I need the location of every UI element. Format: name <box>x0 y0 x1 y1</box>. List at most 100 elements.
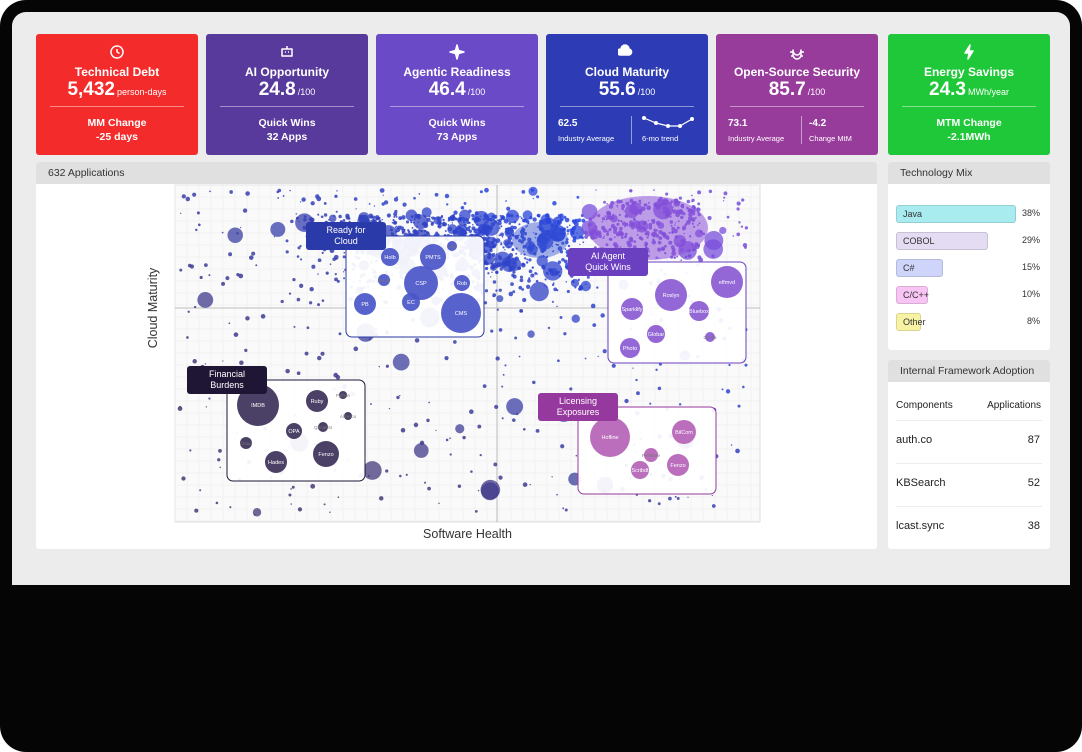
point <box>520 217 523 220</box>
mix-bar: C# <box>896 259 944 277</box>
app-label: Ruby <box>311 399 324 405</box>
point <box>462 221 465 223</box>
icon-shape <box>964 44 974 60</box>
point <box>477 489 480 492</box>
point <box>497 221 502 226</box>
icon-shape <box>618 44 633 56</box>
mix-percent: 10% <box>1021 289 1040 299</box>
divider <box>390 106 524 107</box>
point <box>372 219 375 222</box>
app-label: Logo <box>447 244 458 249</box>
point <box>444 230 447 232</box>
point <box>228 252 233 257</box>
point <box>559 250 564 254</box>
kpi-title: AI Opportunity <box>245 65 329 79</box>
point <box>566 226 569 229</box>
point <box>522 427 526 431</box>
point <box>460 206 465 210</box>
point <box>689 255 692 257</box>
point <box>606 202 608 205</box>
point <box>398 216 402 220</box>
point <box>686 199 691 204</box>
point <box>529 281 549 302</box>
point <box>707 215 712 221</box>
point <box>557 244 560 247</box>
point <box>317 355 322 361</box>
point <box>296 255 300 258</box>
point <box>181 194 186 199</box>
point <box>390 229 393 232</box>
point <box>421 207 432 218</box>
point <box>395 230 398 233</box>
point <box>696 207 699 210</box>
point <box>572 226 577 231</box>
point <box>557 359 560 363</box>
callout-label: AI Agent Quick Wins <box>585 251 631 272</box>
icon-shape <box>790 49 804 60</box>
point <box>655 368 658 371</box>
point <box>449 453 452 456</box>
point <box>518 223 521 226</box>
point <box>245 191 250 196</box>
point <box>431 216 435 220</box>
point <box>293 325 296 328</box>
point <box>479 190 483 194</box>
point <box>413 196 416 200</box>
point <box>299 201 302 203</box>
point <box>373 205 376 207</box>
point <box>329 263 332 266</box>
point <box>528 258 532 262</box>
point <box>555 271 559 276</box>
point <box>537 238 540 241</box>
point <box>535 279 539 283</box>
point <box>557 246 563 251</box>
point <box>217 458 221 462</box>
point <box>371 215 376 220</box>
point <box>413 443 429 458</box>
point <box>541 247 547 252</box>
point <box>552 216 563 226</box>
app-label: Hofline <box>601 435 618 441</box>
point <box>433 216 442 225</box>
point <box>195 228 198 232</box>
point <box>323 213 328 217</box>
point <box>566 289 570 294</box>
point <box>392 353 410 371</box>
point <box>474 216 480 222</box>
point <box>577 278 581 282</box>
point <box>327 219 330 221</box>
component-name: lcast.sync <box>896 520 945 532</box>
point <box>506 206 511 211</box>
point <box>309 286 314 292</box>
point <box>523 231 528 236</box>
point <box>289 189 291 192</box>
point <box>479 230 482 233</box>
point <box>528 269 533 274</box>
point <box>491 253 496 257</box>
point <box>500 241 502 244</box>
point <box>584 357 587 360</box>
point <box>405 473 408 476</box>
point <box>368 338 371 341</box>
point <box>292 278 296 282</box>
point <box>236 232 239 235</box>
point <box>282 195 285 197</box>
point <box>290 219 294 224</box>
point <box>233 332 239 337</box>
point <box>525 261 529 264</box>
mix-row: C/C++ 10% <box>896 286 1042 306</box>
point <box>575 454 578 457</box>
point <box>505 209 520 224</box>
column-header: Components <box>896 400 953 411</box>
app-bubble <box>631 461 649 479</box>
app-label: Sparklify <box>621 307 642 313</box>
point <box>390 232 395 236</box>
app-label: CSP <box>415 281 427 287</box>
point <box>506 398 524 416</box>
point <box>537 213 541 218</box>
point <box>192 359 197 364</box>
point <box>498 475 503 480</box>
point <box>353 197 358 201</box>
kpi-unit: person-days <box>117 87 167 97</box>
app-label: PMTS <box>425 255 441 261</box>
